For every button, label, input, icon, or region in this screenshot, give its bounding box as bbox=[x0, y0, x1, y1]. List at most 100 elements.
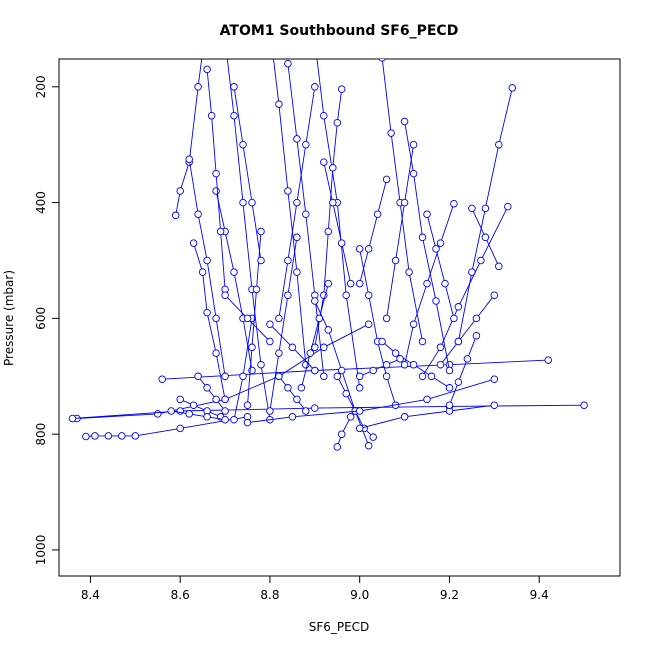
data-point bbox=[544, 356, 552, 364]
data-point bbox=[320, 372, 328, 381]
series-line bbox=[162, 359, 549, 380]
data-point bbox=[284, 59, 292, 68]
series-line bbox=[72, 404, 585, 419]
data-point bbox=[284, 384, 292, 392]
data-point bbox=[176, 395, 184, 404]
series-44 bbox=[221, 291, 274, 346]
data-point bbox=[477, 256, 485, 265]
series-43 bbox=[355, 355, 404, 381]
data-point bbox=[504, 202, 512, 211]
data-point bbox=[203, 384, 211, 392]
data-point bbox=[288, 413, 297, 421]
y-tick-label: 600 bbox=[34, 307, 48, 330]
data-point bbox=[454, 337, 463, 346]
data-point bbox=[418, 337, 427, 346]
data-point bbox=[337, 239, 346, 247]
series-14 bbox=[400, 117, 454, 375]
series-9 bbox=[273, 59, 310, 369]
series-line bbox=[386, 144, 415, 319]
data-point bbox=[306, 349, 315, 357]
data-point bbox=[337, 366, 346, 375]
series-15 bbox=[454, 84, 517, 346]
data-point bbox=[400, 198, 409, 207]
data-point bbox=[243, 314, 252, 323]
data-point bbox=[355, 245, 364, 253]
data-point bbox=[216, 227, 225, 236]
data-point bbox=[364, 320, 373, 328]
data-point bbox=[445, 401, 454, 409]
data-point bbox=[436, 360, 445, 369]
data-point bbox=[293, 268, 301, 276]
data-point bbox=[189, 239, 198, 247]
series-10 bbox=[284, 59, 328, 381]
data-point bbox=[337, 85, 346, 93]
data-point bbox=[212, 169, 220, 178]
data-point bbox=[409, 320, 418, 328]
series-line bbox=[440, 294, 495, 365]
data-point bbox=[252, 285, 261, 294]
data-point bbox=[311, 297, 319, 305]
data-point bbox=[400, 117, 409, 126]
data-point bbox=[329, 198, 337, 207]
data-point bbox=[320, 111, 328, 120]
data-point bbox=[194, 83, 202, 91]
data-point bbox=[207, 111, 216, 120]
data-point bbox=[355, 384, 364, 392]
series-40 bbox=[297, 279, 333, 392]
series-5 bbox=[226, 59, 274, 424]
data-point bbox=[311, 404, 319, 412]
data-point bbox=[293, 233, 301, 242]
series-24 bbox=[230, 314, 256, 424]
series-line bbox=[359, 404, 495, 429]
series-34 bbox=[275, 83, 319, 323]
data-point bbox=[167, 407, 175, 415]
x-tick-label: 8.8 bbox=[260, 588, 279, 602]
data-point bbox=[275, 100, 283, 108]
data-point bbox=[355, 407, 364, 415]
data-point bbox=[333, 372, 342, 381]
data-point bbox=[131, 432, 140, 440]
data-point bbox=[221, 415, 229, 424]
data-point bbox=[472, 314, 481, 323]
data-point bbox=[176, 407, 184, 415]
data-point bbox=[409, 140, 418, 149]
x-tick-label: 8.4 bbox=[81, 588, 100, 602]
data-point bbox=[257, 256, 265, 265]
data-point bbox=[472, 331, 481, 340]
data-point bbox=[266, 407, 274, 415]
data-point bbox=[118, 432, 126, 440]
data-point bbox=[445, 366, 454, 375]
data-point bbox=[400, 360, 409, 369]
data-point bbox=[490, 401, 499, 409]
series-7 bbox=[189, 239, 229, 404]
data-point bbox=[324, 227, 333, 236]
series-26 bbox=[266, 233, 301, 415]
data-point bbox=[320, 343, 328, 352]
data-point bbox=[436, 343, 445, 352]
series-line bbox=[314, 89, 343, 348]
data-point bbox=[203, 65, 211, 74]
data-point bbox=[221, 407, 229, 415]
data-point bbox=[324, 326, 333, 334]
x-tick-label: 9.0 bbox=[350, 588, 369, 602]
data-point bbox=[176, 424, 184, 433]
data-point bbox=[221, 395, 229, 404]
series-38 bbox=[378, 337, 454, 392]
series-23 bbox=[243, 375, 499, 427]
data-point bbox=[185, 155, 193, 163]
data-point bbox=[432, 245, 440, 253]
data-point bbox=[248, 343, 256, 352]
y-tick-label: 400 bbox=[34, 191, 48, 214]
data-point bbox=[400, 413, 409, 421]
data-point bbox=[239, 140, 247, 149]
data-point bbox=[257, 360, 265, 369]
data-point bbox=[297, 384, 306, 392]
x-tick-label: 9.4 bbox=[530, 588, 549, 602]
series-line bbox=[233, 86, 262, 261]
data-point bbox=[337, 430, 346, 438]
data-point bbox=[189, 401, 198, 409]
data-point bbox=[409, 360, 418, 369]
y-tick-label: 200 bbox=[34, 75, 48, 98]
data-point bbox=[230, 268, 238, 276]
